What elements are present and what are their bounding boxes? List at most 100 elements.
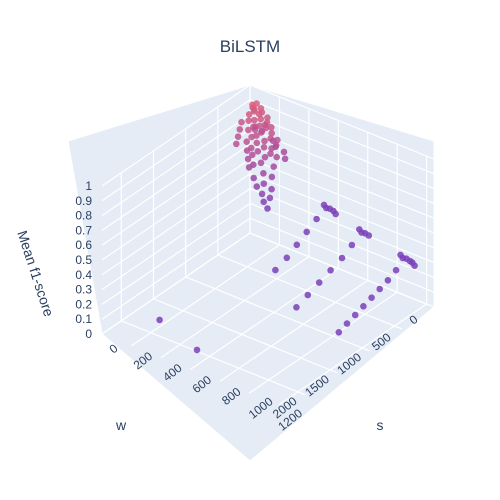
data-point[interactable] xyxy=(268,129,276,137)
data-point[interactable] xyxy=(268,173,276,181)
data-point[interactable] xyxy=(343,320,351,327)
grid-line xyxy=(249,99,435,175)
data-point[interactable] xyxy=(315,279,323,286)
data-point[interactable] xyxy=(348,241,356,249)
data-point[interactable] xyxy=(338,254,346,262)
data-point[interactable] xyxy=(261,153,269,161)
data-point[interactable] xyxy=(251,116,258,124)
data-point[interactable] xyxy=(245,111,253,118)
z-tick-label: 0.7 xyxy=(75,223,92,237)
data-point[interactable] xyxy=(257,115,265,123)
chart-title: BiLSTM xyxy=(220,37,280,56)
data-point[interactable] xyxy=(248,144,255,152)
data-point[interactable] xyxy=(253,183,261,190)
data-point[interactable] xyxy=(245,117,252,124)
data-point[interactable] xyxy=(392,266,400,274)
grid-line xyxy=(249,202,435,278)
data-point[interactable] xyxy=(411,262,418,270)
grid-line xyxy=(160,256,310,359)
data-point[interactable] xyxy=(360,303,367,310)
data-point[interactable] xyxy=(260,180,268,187)
data-point[interactable] xyxy=(293,241,301,249)
grid-line xyxy=(101,128,251,231)
data-point[interactable] xyxy=(303,228,311,236)
data-point[interactable] xyxy=(260,144,268,151)
z-tick-label: 0.8 xyxy=(75,209,92,223)
data-point[interactable] xyxy=(260,170,267,177)
data-point[interactable] xyxy=(156,316,163,324)
data-point[interactable] xyxy=(365,232,373,239)
data-point[interactable] xyxy=(234,133,242,140)
data-point[interactable] xyxy=(272,266,279,274)
data-point[interactable] xyxy=(267,150,274,157)
data-point[interactable] xyxy=(269,137,277,145)
data-point[interactable] xyxy=(251,106,258,113)
grid-line xyxy=(101,84,251,187)
grid-line xyxy=(101,99,251,202)
grid-line xyxy=(278,303,427,406)
data-point[interactable] xyxy=(351,311,359,319)
data-point[interactable] xyxy=(272,143,279,151)
data-point[interactable] xyxy=(250,174,257,182)
grid-line xyxy=(153,298,338,374)
data-points[interactable] xyxy=(156,100,418,354)
data-point[interactable] xyxy=(257,159,265,167)
grid-line xyxy=(219,279,369,382)
grid-line xyxy=(101,188,251,291)
data-point[interactable] xyxy=(258,190,266,198)
grid-line xyxy=(217,254,403,330)
data-point[interactable] xyxy=(233,140,240,148)
data-point[interactable] xyxy=(244,155,252,163)
data-point[interactable] xyxy=(261,121,269,129)
data-point[interactable] xyxy=(368,294,375,302)
data-point[interactable] xyxy=(280,148,288,156)
grid-line xyxy=(101,217,251,320)
data-point[interactable] xyxy=(384,277,392,284)
data-point[interactable] xyxy=(332,210,340,218)
data-point[interactable] xyxy=(254,148,262,155)
data-point[interactable] xyxy=(268,124,275,131)
grid-line xyxy=(249,143,435,219)
data-point[interactable] xyxy=(253,132,260,139)
data-point[interactable] xyxy=(253,100,260,107)
data-point[interactable] xyxy=(249,151,256,159)
data-point[interactable] xyxy=(264,114,271,121)
data-point[interactable] xyxy=(243,138,250,145)
data-point[interactable] xyxy=(327,267,334,274)
data-point[interactable] xyxy=(293,304,300,311)
data-point[interactable] xyxy=(236,126,244,133)
data-point[interactable] xyxy=(193,346,201,354)
data-point[interactable] xyxy=(266,194,274,202)
data-point[interactable] xyxy=(261,137,268,145)
z-tick-label: 0.3 xyxy=(75,283,92,297)
grid-lines xyxy=(101,84,435,406)
z-tick-label: 0.6 xyxy=(75,238,92,252)
data-point[interactable] xyxy=(376,285,384,293)
x-axis-title: w xyxy=(115,417,127,433)
data-point[interactable] xyxy=(270,163,278,170)
data-point[interactable] xyxy=(258,127,266,135)
data-point[interactable] xyxy=(253,139,261,147)
data-point[interactable] xyxy=(257,105,265,112)
data-point[interactable] xyxy=(238,118,245,126)
z-tick-label: 0.5 xyxy=(75,253,92,267)
y-axis-title: s xyxy=(377,417,384,433)
z-tick-label: 0.2 xyxy=(75,297,92,311)
data-point[interactable] xyxy=(313,215,320,223)
data-point[interactable] xyxy=(335,329,343,336)
grid-line xyxy=(249,128,435,204)
data-point[interactable] xyxy=(251,126,259,133)
data-point[interactable] xyxy=(245,126,252,134)
data-point[interactable] xyxy=(260,198,268,206)
grid-line xyxy=(131,244,280,347)
grid-line xyxy=(248,291,398,394)
data-point[interactable] xyxy=(281,155,289,163)
grid-line xyxy=(249,114,435,190)
data-point[interactable] xyxy=(250,161,257,168)
data-point[interactable] xyxy=(273,153,281,161)
data-point[interactable] xyxy=(304,291,312,299)
data-point[interactable] xyxy=(283,254,291,262)
data-point[interactable] xyxy=(268,185,275,193)
data-point[interactable] xyxy=(264,205,271,212)
